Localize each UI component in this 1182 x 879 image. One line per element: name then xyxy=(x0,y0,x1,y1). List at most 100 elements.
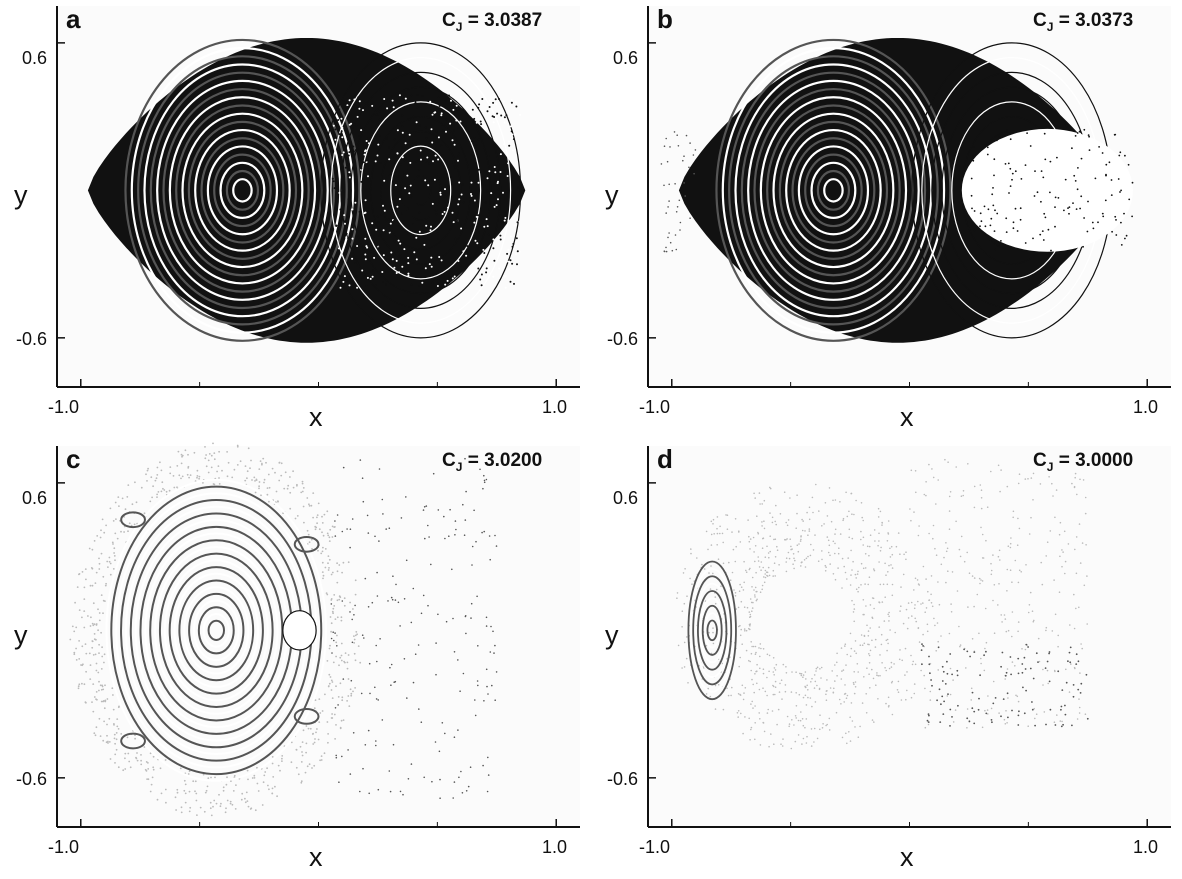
empty-lobe xyxy=(961,128,1133,252)
point-mark xyxy=(205,454,208,456)
point-mark xyxy=(874,540,876,542)
invariant-curve xyxy=(400,160,442,221)
point-mark xyxy=(703,568,706,570)
point-mark xyxy=(102,688,105,691)
point-mark xyxy=(327,534,330,537)
point-mark xyxy=(513,282,515,285)
point-mark xyxy=(437,238,439,240)
point-mark xyxy=(905,558,907,561)
point-mark xyxy=(821,525,823,527)
invariant-curve xyxy=(130,47,355,334)
point-mark xyxy=(444,537,446,540)
point-mark xyxy=(1012,221,1015,224)
point-mark xyxy=(361,276,364,279)
point-mark xyxy=(383,209,386,212)
point-mark xyxy=(369,692,371,695)
point-mark xyxy=(352,690,354,693)
point-mark xyxy=(194,780,197,783)
point-mark xyxy=(147,762,149,764)
invariant-curve xyxy=(340,71,502,309)
point-mark xyxy=(334,128,337,131)
point-mark xyxy=(837,552,840,555)
point-mark xyxy=(928,599,931,601)
point-mark xyxy=(491,115,494,118)
invariant-curve xyxy=(200,137,285,244)
point-mark xyxy=(426,265,429,268)
point-mark xyxy=(431,202,434,205)
point-mark xyxy=(827,551,830,554)
point-mark xyxy=(790,691,793,693)
point-mark xyxy=(992,204,995,207)
point-mark xyxy=(314,699,317,701)
invariant-curve xyxy=(202,612,230,648)
point-mark xyxy=(754,705,756,707)
point-mark xyxy=(388,174,391,177)
point-mark xyxy=(77,685,80,688)
point-mark xyxy=(860,502,863,504)
point-mark xyxy=(990,573,993,576)
point-mark xyxy=(333,594,336,596)
point-mark xyxy=(362,139,365,142)
point-mark xyxy=(106,734,108,737)
point-mark xyxy=(375,740,377,742)
point-mark xyxy=(1045,629,1047,632)
point-mark xyxy=(465,254,468,257)
point-mark xyxy=(932,537,934,540)
point-mark xyxy=(389,666,391,669)
point-mark xyxy=(395,259,398,262)
point-mark xyxy=(296,515,299,517)
point-mark xyxy=(1069,646,1072,649)
jacobi-constant-c: CJ = 3.0200 xyxy=(442,450,542,474)
point-mark xyxy=(683,602,686,605)
point-mark xyxy=(735,608,738,610)
point-mark xyxy=(401,156,404,159)
point-mark xyxy=(712,631,714,634)
region-boundary xyxy=(678,38,1117,343)
point-mark xyxy=(941,695,944,698)
point-mark xyxy=(511,245,514,248)
point-mark xyxy=(499,153,502,156)
point-mark xyxy=(471,545,474,548)
point-mark xyxy=(910,601,913,604)
point-mark xyxy=(375,644,378,647)
point-mark xyxy=(440,114,443,117)
point-mark xyxy=(970,194,973,197)
point-mark xyxy=(116,537,119,540)
point-mark xyxy=(470,602,473,605)
point-mark xyxy=(739,656,741,659)
point-mark xyxy=(798,693,801,696)
point-mark xyxy=(820,666,823,669)
point-mark xyxy=(353,95,356,98)
point-mark xyxy=(492,630,494,633)
panel-c: c CJ = 3.0200 0.6 -0.6 y -1.0 1.0 x xyxy=(0,440,591,879)
point-mark xyxy=(766,571,769,574)
cj-prefix: C xyxy=(442,450,456,471)
point-mark xyxy=(435,642,437,644)
point-mark xyxy=(385,528,388,530)
point-mark xyxy=(366,276,369,279)
point-mark xyxy=(347,280,350,282)
point-mark xyxy=(751,586,753,588)
point-mark xyxy=(959,555,962,558)
point-mark xyxy=(986,146,989,149)
point-mark xyxy=(1080,157,1083,160)
point-mark xyxy=(668,200,670,202)
point-mark xyxy=(1007,629,1010,632)
point-mark xyxy=(752,683,754,686)
point-mark xyxy=(98,562,101,565)
point-mark xyxy=(334,526,336,528)
point-mark xyxy=(397,239,400,242)
point-mark xyxy=(853,608,856,610)
point-mark xyxy=(502,191,504,194)
point-mark xyxy=(1075,653,1078,656)
xtick-label-right: 1.0 xyxy=(1133,837,1159,857)
point-mark xyxy=(1079,672,1081,674)
point-mark xyxy=(114,753,117,756)
point-mark xyxy=(344,661,346,664)
point-mark xyxy=(794,559,796,562)
point-mark xyxy=(850,574,852,576)
point-mark xyxy=(860,584,862,586)
point-mark xyxy=(807,534,809,536)
point-mark xyxy=(980,220,983,223)
point-mark xyxy=(387,156,390,159)
